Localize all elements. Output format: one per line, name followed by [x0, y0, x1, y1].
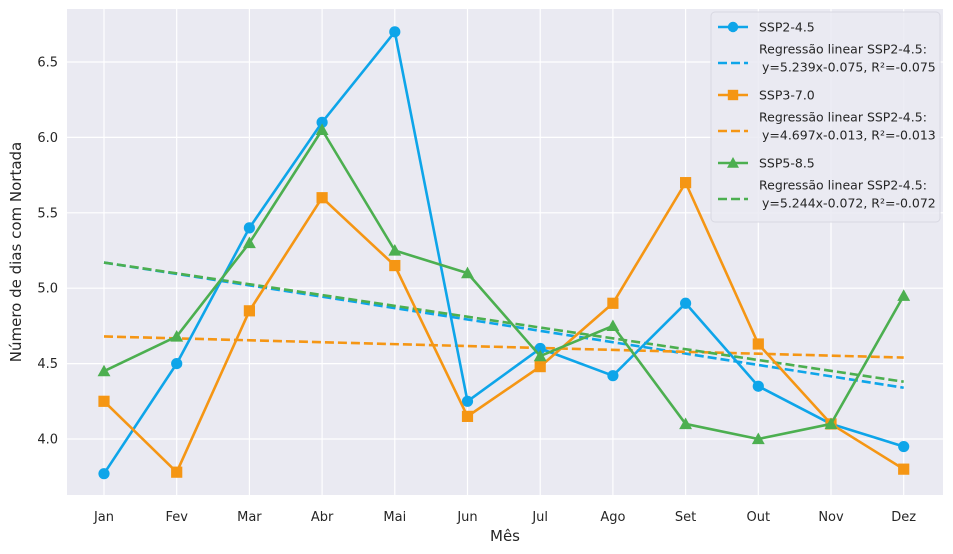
data-point — [607, 298, 618, 309]
data-point — [171, 467, 182, 478]
y-tick-label: 4.0 — [37, 433, 58, 448]
legend-label: SSP3-7.0 — [759, 88, 815, 103]
y-tick-label: 4.5 — [37, 357, 58, 372]
x-tick-label: Jun — [456, 510, 477, 525]
x-tick-label: Fev — [165, 510, 188, 525]
x-tick-label: Jul — [531, 510, 548, 525]
data-point — [680, 177, 691, 188]
x-tick-label: Mai — [383, 510, 406, 525]
legend-label: Regressão linear SSP2-4.5: — [759, 178, 927, 193]
x-tick-label: Ago — [600, 510, 625, 525]
y-tick-label: 5.5 — [37, 206, 58, 221]
legend: SSP2-4.5 Regressão linear SSP2-4.5: y=5.23… — [711, 12, 940, 222]
y-tick-labels: 4.0 4.5 5.0 5.5 6.0 6.5 — [37, 56, 58, 448]
data-point — [462, 396, 473, 407]
data-point — [680, 298, 691, 309]
data-point — [898, 464, 909, 475]
legend-label: SSP2-4.5 — [759, 20, 815, 35]
legend-marker — [728, 90, 738, 100]
data-point — [753, 338, 764, 349]
x-axis-title: Mês — [490, 527, 520, 545]
legend-label: y=4.697x-0.013, R²=-0.013 — [762, 128, 936, 143]
x-tick-labels: Jan Fev Mar Abr Mai Jun Jul Ago Set Out Nov Dez — [93, 510, 916, 525]
data-point — [535, 361, 546, 372]
x-tick-label: Mar — [237, 510, 262, 525]
legend-label: y=5.239x-0.075, R²=-0.075 — [762, 60, 936, 75]
data-point — [462, 411, 473, 422]
data-point — [98, 396, 109, 407]
data-point — [389, 26, 400, 37]
legend-label: SSP5-8.5 — [759, 156, 815, 171]
x-tick-label: Jan — [93, 510, 114, 525]
x-tick-label: Set — [675, 510, 696, 525]
x-tick-label: Abr — [311, 510, 334, 525]
y-axis-title: Número de dias com Nortada — [7, 142, 25, 363]
legend-label: Regressão linear SSP2-4.5: — [759, 110, 927, 125]
legend-marker — [728, 22, 738, 32]
data-point — [98, 468, 109, 479]
y-tick-label: 6.5 — [37, 56, 58, 71]
data-point — [753, 381, 764, 392]
x-tick-label: Out — [747, 510, 771, 525]
data-point — [244, 305, 255, 316]
data-point — [171, 358, 182, 369]
data-point — [607, 370, 618, 381]
y-tick-label: 5.0 — [37, 282, 58, 297]
data-point — [244, 222, 255, 233]
x-tick-label: Dez — [891, 510, 916, 525]
y-tick-label: 6.0 — [37, 131, 58, 146]
x-tick-label: Nov — [818, 510, 844, 525]
data-point — [317, 192, 328, 203]
legend-label: Regressão linear SSP2-4.5: — [759, 42, 927, 57]
legend-label: y=5.244x-0.072, R²=-0.072 — [762, 196, 936, 211]
data-point — [389, 260, 400, 271]
data-point — [898, 441, 909, 452]
